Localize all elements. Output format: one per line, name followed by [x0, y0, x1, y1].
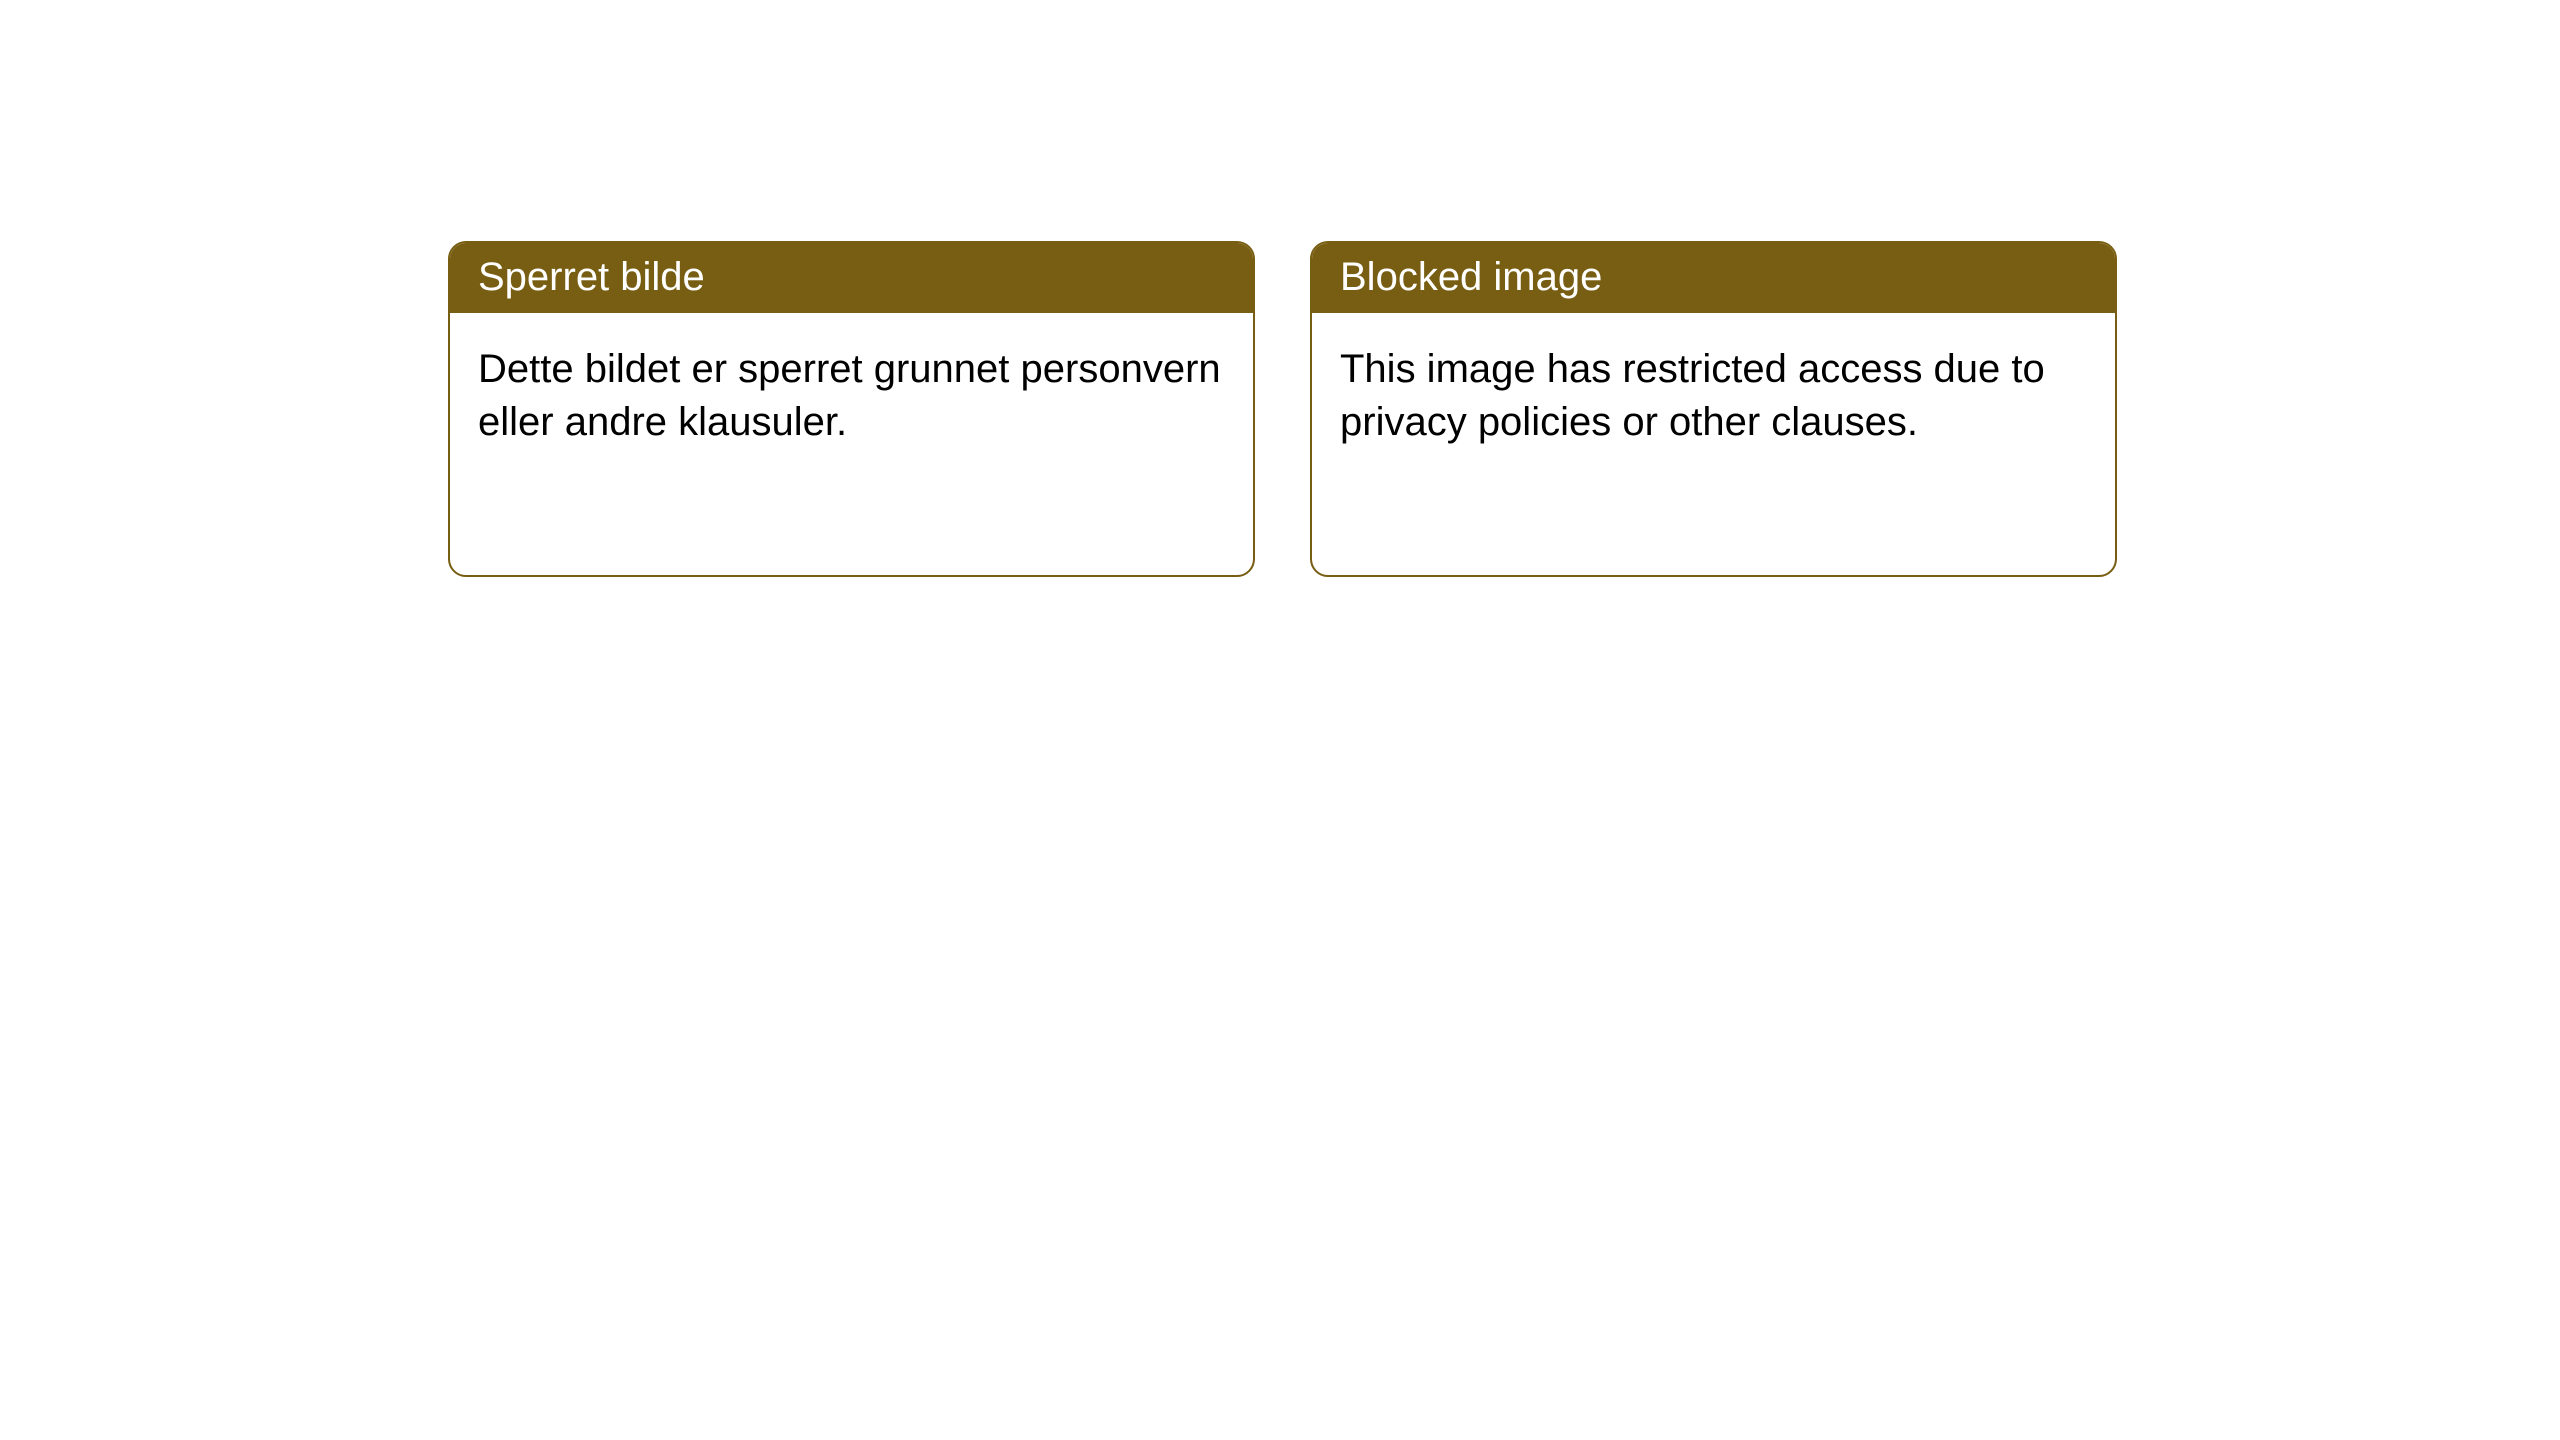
card-body-text: This image has restricted access due to … [1340, 347, 2045, 444]
notice-card-english: Blocked image This image has restricted … [1310, 241, 2117, 577]
card-header: Blocked image [1312, 243, 2115, 313]
card-body: This image has restricted access due to … [1312, 313, 2115, 479]
card-body: Dette bildet er sperret grunnet personve… [450, 313, 1253, 479]
notice-cards-container: Sperret bilde Dette bildet er sperret gr… [448, 241, 2117, 577]
card-title: Sperret bilde [478, 255, 705, 299]
card-body-text: Dette bildet er sperret grunnet personve… [478, 347, 1221, 444]
card-header: Sperret bilde [450, 243, 1253, 313]
notice-card-norwegian: Sperret bilde Dette bildet er sperret gr… [448, 241, 1255, 577]
card-title: Blocked image [1340, 255, 1602, 299]
